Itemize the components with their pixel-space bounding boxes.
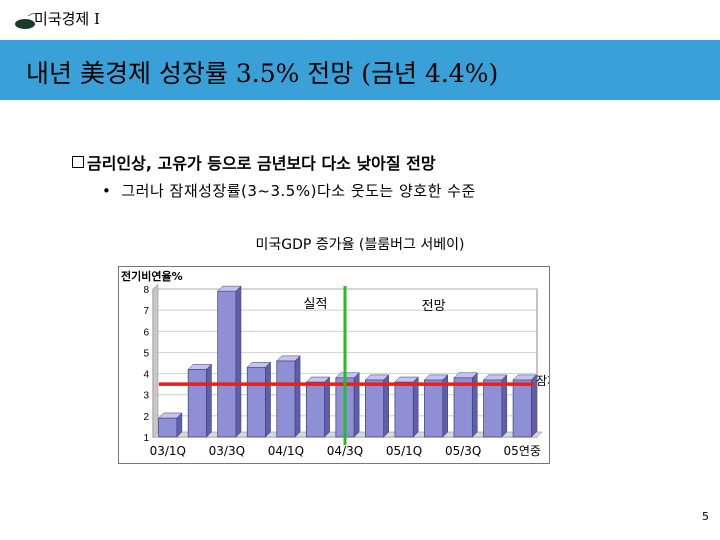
y-axis-label: 전기비연율% xyxy=(121,269,183,283)
bar-side xyxy=(472,372,478,438)
x-tick-label: 05연중 xyxy=(504,444,541,458)
bullet-main: 금리인상, 고유가 등으로 금년보다 다소 낮아질 전망 xyxy=(72,150,436,174)
logo-icon xyxy=(14,10,40,36)
bar xyxy=(158,417,178,438)
y-tick-label: 5 xyxy=(143,348,149,359)
y-tick-label: 8 xyxy=(143,285,149,296)
bullet-sub-text: 그러나 잠재성장률(3~3.5%)다소 웃도는 양호한 수준 xyxy=(121,182,476,200)
bar-side xyxy=(383,374,389,438)
bar xyxy=(394,381,414,438)
gdp-growth-chart: 1 2 3 4 5 6 7 8 전기비연율% 잠재성장율 실적 전망 03/1Q 03/3Q 04/1Q 04… xyxy=(121,269,591,458)
bullet-sub: • 그러나 잠재성장률(3~3.5%)다소 웃도는 양호한 수준 xyxy=(102,180,476,201)
x-tick-label: 05/1Q xyxy=(386,444,422,458)
bar-side xyxy=(294,355,301,438)
chart-frame: 1 2 3 4 5 6 7 8 전기비연율% 잠재성장율 실적 전망 03/1Q 03/3Q 04/1Q 04… xyxy=(118,266,591,464)
chart-caption: 미국GDP 증가율 (블룸버그 서베이) xyxy=(255,237,465,253)
header-label: 미국경제 I xyxy=(34,10,100,28)
y-tick-label: 1 xyxy=(143,433,149,444)
bar-side xyxy=(442,374,449,438)
y-tick-label: 3 xyxy=(143,391,149,402)
bar xyxy=(512,379,532,438)
bullet-main-text: 금리인상, 고유가 등으로 금년보다 다소 낮아질 전망 xyxy=(87,154,436,173)
bar xyxy=(246,366,266,438)
chart-annotation: 실적 xyxy=(304,297,328,312)
x-tick-label: 03/1Q xyxy=(150,444,186,458)
plot-wall-left xyxy=(152,283,159,438)
bar-side xyxy=(531,374,537,438)
bar xyxy=(217,290,237,438)
bar xyxy=(424,379,444,438)
x-tick-label: 04/3Q xyxy=(327,444,363,458)
title-band: 내년 美경제 성장률 3.5% 전망 (금년 4.4%) xyxy=(0,40,720,100)
bar-side xyxy=(176,412,183,438)
bar xyxy=(453,377,473,438)
bar-side xyxy=(324,376,330,438)
slide-title: 내년 美경제 성장률 3.5% 전망 (금년 4.4%) xyxy=(26,59,499,88)
page-number: 5 xyxy=(702,510,709,523)
bar xyxy=(483,379,503,438)
x-tick-label: 04/1Q xyxy=(268,444,304,458)
bullet-dot: • xyxy=(102,182,112,200)
y-tick-label: 6 xyxy=(143,327,149,338)
y-tick-label: 4 xyxy=(143,370,149,381)
bar-side xyxy=(501,374,508,438)
x-tick-label: 03/3Q xyxy=(209,444,245,458)
bar-side xyxy=(265,361,271,438)
bar xyxy=(187,368,207,438)
potential-growth-label: 잠재성장율 xyxy=(536,374,549,388)
bar-side xyxy=(353,372,360,438)
bar-side xyxy=(412,376,419,438)
bar-side xyxy=(235,285,242,438)
bar xyxy=(305,381,325,438)
checkbox-bullet-icon xyxy=(72,156,84,168)
bar xyxy=(365,379,385,438)
bar-side xyxy=(206,363,212,438)
y-tick-label: 7 xyxy=(143,306,149,317)
chart-annotation: 전망 xyxy=(422,299,446,314)
bar xyxy=(276,360,296,438)
x-tick-label: 05/3Q xyxy=(445,444,481,458)
y-tick-label: 2 xyxy=(143,412,149,423)
